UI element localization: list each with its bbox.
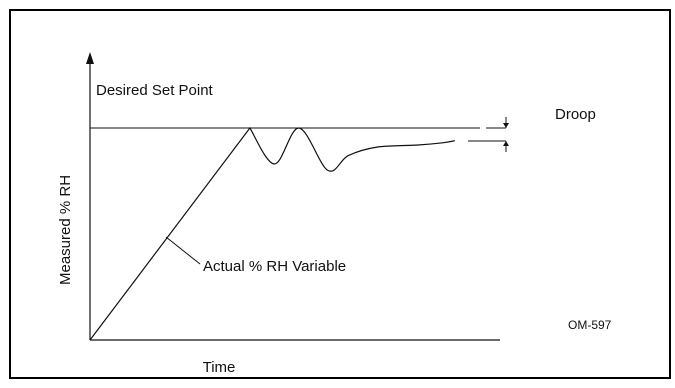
set-point-label: Desired Set Point bbox=[96, 82, 214, 99]
y-axis-arrow bbox=[86, 52, 94, 64]
variable-label: Actual % RH Variable bbox=[203, 258, 346, 275]
x-axis-label: Time bbox=[203, 359, 236, 376]
droop-label: Droop bbox=[555, 106, 596, 123]
variable-leader-line bbox=[165, 236, 201, 265]
droop-arrow-bottom-head bbox=[503, 141, 509, 146]
droop-arrow-top-head bbox=[503, 123, 509, 128]
figure-id-label: OM-597 bbox=[568, 318, 612, 332]
response-curve bbox=[89, 126, 456, 341]
y-axis-label: Measured % RH bbox=[57, 175, 74, 285]
figure-frame bbox=[9, 9, 671, 379]
